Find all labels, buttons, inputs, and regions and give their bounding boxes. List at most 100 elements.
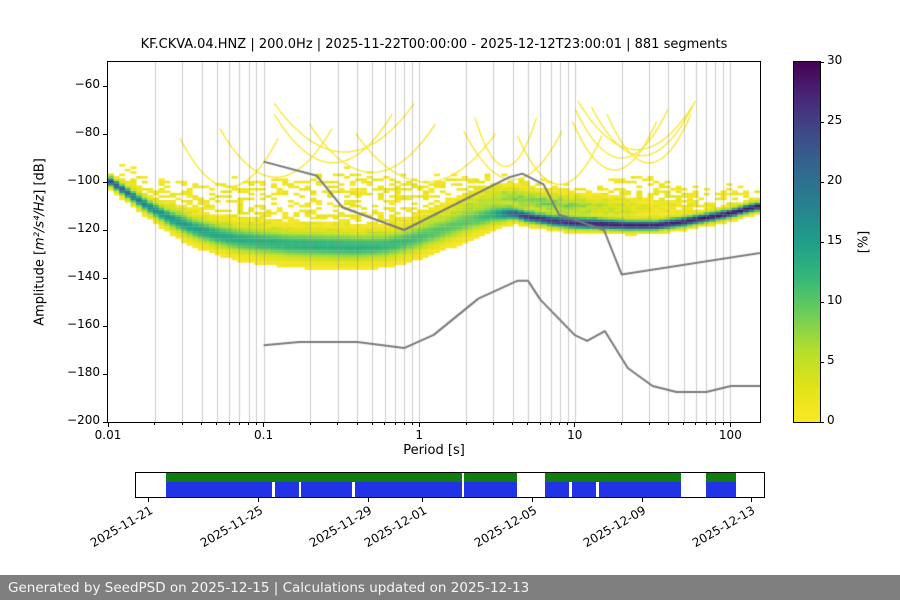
x-minor-tick-mark xyxy=(465,422,467,425)
x-minor-tick-mark xyxy=(527,422,529,425)
x-tick-mark xyxy=(107,422,109,427)
colorbar-tick-label: 0 xyxy=(827,413,835,427)
y-tick-label: −200 xyxy=(67,413,100,427)
x-minor-tick-mark xyxy=(705,422,707,425)
y-tick-mark xyxy=(103,421,108,423)
x-minor-tick-mark xyxy=(683,422,685,425)
y-tick-mark xyxy=(103,181,108,183)
x-minor-tick-mark xyxy=(492,422,494,425)
y-tick-mark xyxy=(103,229,108,231)
x-minor-tick-mark xyxy=(550,422,552,425)
x-minor-tick-mark xyxy=(411,422,413,425)
availability-tick-mark xyxy=(641,498,643,502)
y-tick-label: −60 xyxy=(74,77,100,91)
colorbar-tick-label: 25 xyxy=(827,113,843,127)
availability-data-segment xyxy=(544,482,682,497)
y-axis-label-prefix: Amplitude [ xyxy=(32,249,48,326)
y-tick-mark xyxy=(103,133,108,135)
x-tick-mark xyxy=(263,422,265,427)
x-minor-tick-mark xyxy=(337,422,339,425)
availability-data-gap xyxy=(352,482,355,497)
availability-tick-mark xyxy=(422,498,424,502)
x-minor-tick-mark xyxy=(255,422,257,425)
x-minor-tick-mark xyxy=(648,422,650,425)
y-axis-label: Amplitude [m²/s⁴/Hz] [dB] xyxy=(33,158,48,326)
y-tick-label: −80 xyxy=(74,125,100,139)
availability-data-gap xyxy=(569,482,572,497)
availability-tick-mark xyxy=(750,498,752,502)
x-minor-tick-mark xyxy=(228,422,230,425)
x-minor-tick-mark xyxy=(667,422,669,425)
x-tick-label: 0.01 xyxy=(94,428,122,442)
colorbar-tick-mark xyxy=(820,421,824,423)
x-minor-tick-mark xyxy=(384,422,386,425)
availability-tick-label: 2025-12-13 xyxy=(601,503,757,550)
x-axis-label: Period [s] xyxy=(403,443,465,458)
x-minor-tick-mark xyxy=(216,422,218,425)
plot-title: KF.CKVA.04.HNZ | 200.0Hz | 2025-11-22T00… xyxy=(140,37,728,52)
x-minor-tick-mark xyxy=(309,422,311,425)
colorbar-gradient xyxy=(794,62,820,422)
colorbar-tick-label: 15 xyxy=(827,233,843,247)
x-minor-tick-mark xyxy=(248,422,250,425)
availability-tick-mark xyxy=(257,498,259,502)
ppsd-heatmap-canvas xyxy=(108,62,760,422)
x-tick-mark xyxy=(418,422,420,427)
x-minor-tick-mark xyxy=(371,422,373,425)
y-tick-label: −100 xyxy=(67,173,100,187)
x-minor-tick-mark xyxy=(539,422,541,425)
footer-text: Generated by SeedPSD on 2025-12-15 | Cal… xyxy=(8,579,530,596)
y-tick-mark xyxy=(103,373,108,375)
availability-data-segment xyxy=(166,482,517,497)
x-minor-tick-mark xyxy=(356,422,358,425)
colorbar-tick-mark xyxy=(820,361,824,363)
x-tick-label: 100 xyxy=(718,428,742,442)
x-minor-tick-mark xyxy=(714,422,716,425)
x-minor-tick-mark xyxy=(238,422,240,425)
y-axis-label-units: m²/s⁴/Hz xyxy=(32,194,48,250)
availability-coverage-segment xyxy=(544,473,682,482)
x-minor-tick-mark xyxy=(403,422,405,425)
availability-data-gap xyxy=(596,482,599,497)
colorbar-tick-mark xyxy=(820,181,824,183)
x-tick-mark xyxy=(574,422,576,427)
colorbar-tick-label: 10 xyxy=(827,293,843,307)
x-minor-tick-mark xyxy=(567,422,569,425)
y-axis-label-suffix: ] [dB] xyxy=(32,158,48,195)
colorbar-label: [%] xyxy=(856,230,872,254)
availability-date: 2025-12-13 xyxy=(690,503,758,551)
plot-frame xyxy=(107,61,761,423)
x-tick-label: 10 xyxy=(567,428,583,442)
availability-tick-mark xyxy=(367,498,369,502)
x-minor-tick-mark xyxy=(512,422,514,425)
x-minor-tick-mark xyxy=(722,422,724,425)
x-minor-tick-mark xyxy=(154,422,156,425)
availability-coverage-segment xyxy=(166,473,517,482)
colorbar-tick-mark xyxy=(820,61,824,63)
availability-coverage-segment xyxy=(706,473,737,482)
y-tick-label: −180 xyxy=(67,365,100,379)
y-tick-label: −140 xyxy=(67,269,100,283)
availability-bar xyxy=(135,472,765,498)
colorbar xyxy=(793,61,821,423)
y-tick-mark xyxy=(103,85,108,87)
x-minor-tick-mark xyxy=(394,422,396,425)
availability-data-gap xyxy=(461,482,465,497)
x-tick-label: 1 xyxy=(415,428,423,442)
availability-data-segment xyxy=(706,482,737,497)
x-minor-tick-mark xyxy=(621,422,623,425)
y-tick-mark xyxy=(103,277,108,279)
availability-data-gap xyxy=(272,482,275,497)
colorbar-tick-mark xyxy=(820,121,824,123)
availability-coverage-gap xyxy=(461,473,465,482)
colorbar-tick-label: 5 xyxy=(827,353,835,367)
availability-data-gap xyxy=(298,482,302,497)
colorbar-tick-label: 20 xyxy=(827,173,843,187)
colorbar-tick-label: 30 xyxy=(827,53,843,67)
availability-tick-mark xyxy=(532,498,534,502)
x-tick-label: 0.1 xyxy=(254,428,274,442)
availability-tick-mark xyxy=(148,498,150,502)
y-tick-label: −160 xyxy=(67,317,100,331)
x-tick-mark xyxy=(729,422,731,427)
colorbar-tick-mark xyxy=(820,241,824,243)
